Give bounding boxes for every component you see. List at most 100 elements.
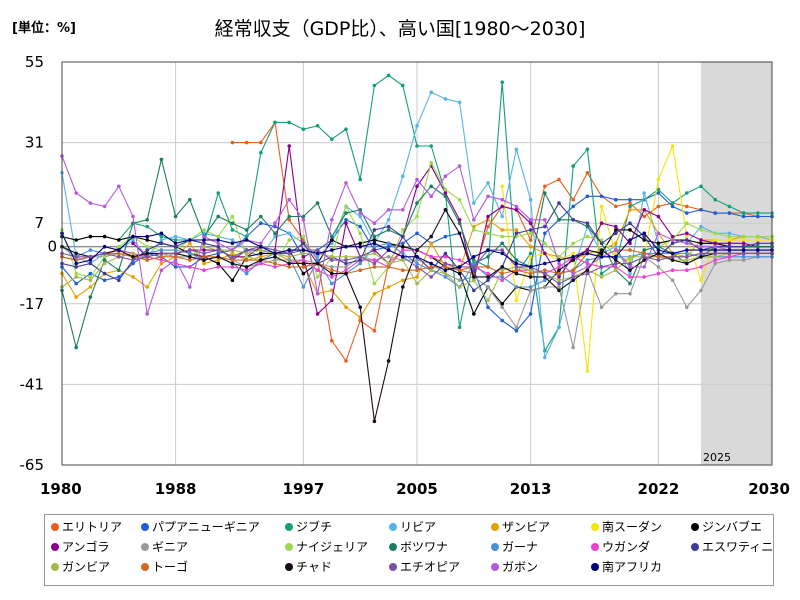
data-point	[372, 261, 377, 266]
forecast-label: 2025	[703, 451, 731, 464]
data-point	[429, 144, 434, 148]
data-point	[514, 228, 519, 232]
data-point	[244, 251, 249, 256]
data-point	[670, 268, 675, 273]
legend: エリトリア パプアニューギニア ジブチ リビア ザンビア 南スーダン ジンバブエ アンゴラ ギニ…	[44, 514, 774, 586]
plot-border	[61, 61, 773, 466]
legend-marker	[141, 542, 149, 551]
data-point	[486, 275, 490, 279]
data-point	[244, 238, 249, 242]
data-point	[685, 305, 689, 310]
data-point	[713, 254, 717, 259]
data-point	[230, 214, 235, 219]
data-point	[472, 268, 476, 273]
legend-label: ナイジェリア	[296, 540, 369, 554]
data-point	[330, 281, 334, 286]
x-axis-ticks: 1980 1988 1997 2005 2013 2022 2030	[40, 480, 790, 498]
data-point	[358, 318, 363, 323]
data-point	[401, 174, 405, 178]
legend-marker	[51, 522, 59, 531]
data-point	[500, 302, 505, 306]
legend-label: ザンビア	[502, 520, 551, 534]
data-point	[486, 224, 490, 229]
data-point	[528, 312, 533, 316]
data-point	[699, 265, 703, 269]
data-point	[614, 251, 618, 256]
data-point	[486, 254, 490, 259]
data-point	[159, 251, 164, 256]
data-point	[273, 231, 277, 236]
data-point	[429, 254, 434, 259]
data-point	[401, 285, 405, 289]
data-point	[443, 271, 448, 276]
data-point	[585, 171, 590, 175]
data-point	[443, 234, 448, 239]
data-point	[259, 221, 263, 225]
data-point	[699, 244, 703, 249]
data-point	[642, 265, 646, 269]
series-8	[131, 144, 774, 316]
data-point	[202, 268, 206, 273]
data-point	[74, 191, 78, 195]
data-point	[131, 238, 135, 242]
data-point	[585, 369, 590, 373]
data-point	[628, 275, 632, 279]
data-point	[301, 261, 306, 266]
data-point	[244, 254, 249, 259]
data-point	[543, 268, 547, 273]
data-point	[756, 214, 760, 219]
data-point	[457, 221, 462, 225]
data-point	[443, 254, 448, 259]
legend-marker	[691, 522, 699, 531]
data-point	[472, 228, 476, 232]
legend-label: 南アフリカ	[602, 560, 663, 574]
data-point	[287, 254, 292, 259]
data-point	[372, 234, 377, 239]
data-point	[259, 248, 263, 252]
data-point	[74, 271, 78, 276]
data-point	[571, 241, 575, 246]
data-point	[514, 261, 519, 266]
data-point	[358, 214, 363, 219]
data-point	[614, 254, 618, 259]
data-point	[330, 258, 334, 262]
data-point	[500, 278, 505, 283]
legend-label: エリトリア	[62, 520, 123, 534]
data-point	[358, 268, 363, 273]
data-point	[88, 234, 93, 239]
data-point	[557, 275, 561, 279]
series-20	[60, 231, 774, 273]
data-point	[301, 214, 306, 219]
data-point	[315, 251, 320, 256]
data-point	[685, 231, 689, 236]
data-point	[486, 214, 490, 219]
data-point	[713, 258, 717, 262]
data-point	[656, 204, 661, 209]
legend-item: ボツワナ	[389, 538, 448, 555]
data-point	[358, 305, 363, 310]
data-point	[628, 281, 632, 286]
data-point	[685, 221, 689, 225]
y-tick-label: -17	[20, 295, 45, 313]
data-point	[188, 238, 192, 242]
data-point	[358, 241, 363, 246]
data-point	[330, 271, 334, 276]
data-point	[429, 275, 434, 279]
legend-marker	[285, 542, 293, 551]
legend-item: エチオピア	[389, 558, 460, 575]
data-point	[273, 248, 277, 252]
data-point	[315, 124, 320, 128]
data-point	[585, 147, 590, 152]
data-point	[528, 244, 533, 249]
data-point	[614, 204, 618, 209]
data-point	[429, 265, 434, 269]
data-point	[486, 194, 490, 199]
data-point	[415, 254, 419, 259]
data-point	[472, 265, 476, 269]
data-point	[528, 197, 533, 202]
data-point	[571, 345, 575, 350]
data-point	[543, 231, 547, 236]
data-point	[614, 261, 618, 266]
data-point	[486, 181, 490, 185]
unit-label: [単位：%]	[12, 21, 76, 36]
